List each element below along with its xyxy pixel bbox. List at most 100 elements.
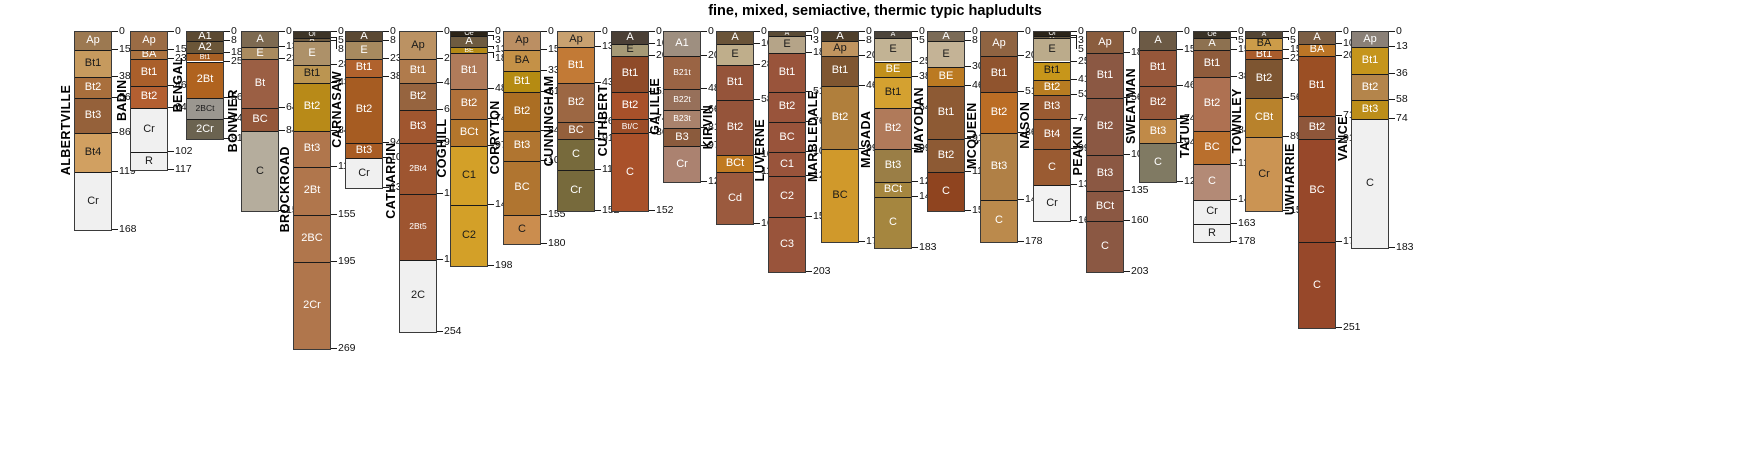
depth-tick [1336, 327, 1342, 329]
profile-name-label: CATHARPIN [384, 142, 398, 219]
horizon-label: Bt1 [778, 66, 796, 79]
horizon-label: C [1313, 278, 1321, 291]
soil-horizon: A1 [187, 32, 223, 42]
profile-name-label: NASON [1018, 101, 1032, 149]
depth-tick [912, 31, 918, 32]
soil-horizon: Bt2 [346, 76, 382, 143]
depth-tick [112, 132, 118, 134]
depth-tick [224, 31, 230, 32]
horizon-label: A [942, 32, 950, 42]
horizon-boundary [75, 49, 111, 51]
horizon-label: B21t [673, 66, 691, 77]
soil-horizon: Bt3 [1140, 119, 1176, 143]
horizon-label: BC [779, 130, 795, 143]
depth-tick-label: 10 [761, 36, 773, 49]
depth-tick [331, 348, 337, 350]
horizon-boundary [451, 146, 487, 148]
horizon-label: Bt1 [1255, 49, 1273, 60]
horizon-label: BCt [725, 157, 745, 170]
depth-tick [754, 153, 760, 155]
profile-column: Oe A Bt1 Bt2 BC C Cr R [1193, 31, 1231, 244]
profile-column: Ap Bt1 Bt2 Bt3 Bt4 Cr [74, 31, 112, 232]
horizon-label: BCt [1095, 199, 1115, 212]
horizon-boundary [928, 41, 964, 43]
horizon-boundary [1352, 119, 1388, 121]
soil-horizon: A [1034, 35, 1070, 38]
depth-tick [595, 120, 601, 122]
horizon-label: Ap [515, 34, 529, 47]
horizon-boundary [504, 160, 540, 162]
depth-tick [1389, 246, 1395, 248]
horizon-label: A [890, 32, 896, 38]
depth-tick-label: 3 [495, 33, 501, 46]
depth-tick-label: 0 [444, 24, 450, 37]
depth-tick [595, 169, 601, 171]
soil-horizon: Bt1 [346, 59, 382, 77]
soil-horizon: Bt/C [612, 119, 648, 134]
horizon-boundary [187, 41, 223, 43]
depth-tick [965, 66, 971, 68]
depth-tick-label: 84 [286, 123, 298, 136]
horizon-label: Bt2 [1203, 97, 1221, 110]
horizon-boundary [400, 193, 436, 195]
soil-horizon: 2C [400, 259, 436, 332]
horizon-boundary [294, 82, 330, 84]
profile-name-label: LUVERNE [753, 119, 767, 183]
soil-horizon: Bt2 [928, 139, 964, 173]
profile-column: A E BE Bt1 Bt2 C [927, 31, 965, 213]
horizon-boundary [1087, 220, 1123, 222]
horizon-label: C2 [461, 229, 477, 242]
depth-tick-label: 51 [813, 84, 825, 97]
profile-name-label: MAYODAN [912, 87, 926, 154]
horizon-boundary [1194, 76, 1230, 78]
depth-tick-label: 46 [866, 79, 878, 92]
soil-horizon: Cr [664, 146, 700, 182]
horizon-label: 2C [410, 289, 426, 302]
depth-tick [912, 180, 918, 182]
horizon-boundary [612, 55, 648, 57]
horizon-label: 2Bt [303, 184, 321, 197]
depth-tick [224, 97, 230, 99]
horizon-boundary [451, 88, 487, 90]
horizon-label: 2Bt5 [409, 221, 427, 232]
horizon-boundary [1352, 74, 1388, 76]
horizon-label: C [942, 185, 950, 198]
soil-horizon: Cr [1034, 185, 1070, 221]
depth-tick-label: 74 [231, 112, 243, 125]
horizon-boundary [981, 55, 1017, 57]
depth-tick-label: 8 [338, 42, 344, 55]
horizon-label: Cr [570, 184, 582, 197]
soil-horizon: Bt1 [1299, 55, 1335, 116]
depth-tick-label: 13 [602, 40, 614, 53]
soil-horizon: A [1299, 32, 1335, 44]
depth-tick-label: 84 [1238, 123, 1250, 136]
tick-leader-line [493, 46, 494, 49]
horizon-label: Bt2 [1043, 80, 1061, 93]
soil-horizon: Bt1 [981, 55, 1017, 93]
depth-tick-label: 13 [1396, 40, 1408, 53]
soil-horizon: Bt1 [612, 55, 648, 93]
depth-tick [488, 204, 494, 206]
soil-horizon: A [822, 32, 858, 42]
soil-horizon: BC [1194, 131, 1230, 165]
soil-horizon: Cr [131, 107, 167, 153]
horizon-boundary [1194, 164, 1230, 166]
depth-tick [331, 165, 337, 167]
horizon-label: A [1261, 32, 1267, 38]
horizon-label: B22t [673, 93, 691, 104]
depth-tick-label: 13 [286, 40, 298, 53]
horizon-label: Oi [1048, 32, 1056, 36]
soil-horizon: Bt2 [1299, 115, 1335, 140]
depth-tick [912, 196, 918, 198]
horizon-label: B23t [673, 113, 691, 124]
horizon-label: Cr [1046, 196, 1058, 209]
soil-horizon: 2Bt [294, 166, 330, 215]
soil-horizon: Bt2 [1087, 98, 1123, 155]
horizon-label: C [256, 164, 264, 177]
horizon-boundary [346, 142, 382, 144]
horizon-label: C [1048, 160, 1056, 173]
depth-tick-label: 74 [1396, 112, 1408, 125]
horizon-label: 2BC [301, 231, 323, 244]
horizon-boundary [504, 49, 540, 51]
depth-tick [701, 54, 707, 56]
